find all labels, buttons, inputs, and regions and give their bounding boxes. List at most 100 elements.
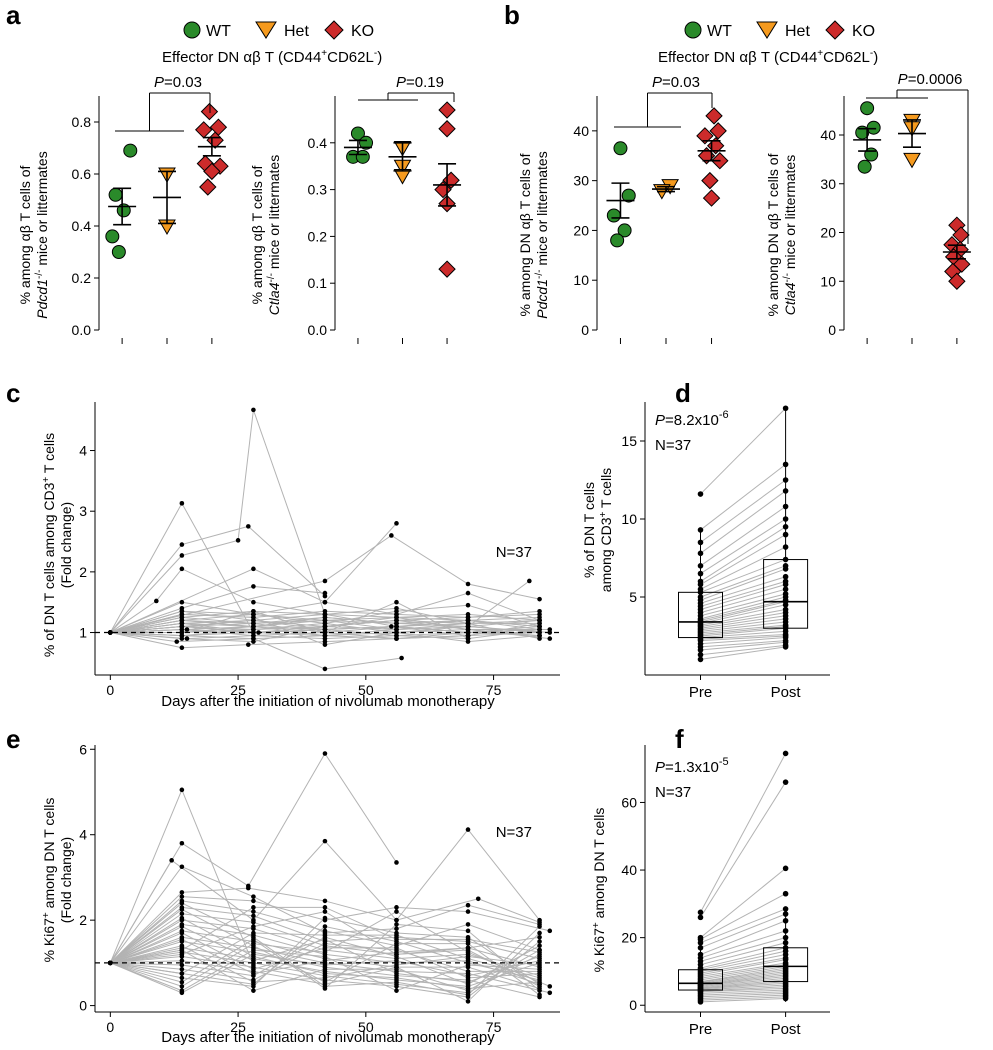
plot-e-point [322, 928, 328, 934]
plot-b-right-point-wt [857, 159, 872, 174]
plot-e-point [322, 937, 328, 942]
plot-d-pair-line-9 [700, 559, 786, 593]
plot-f-pair-line-0 [700, 753, 787, 913]
panel-label-e: e [6, 724, 20, 754]
plot-d-point-pre [697, 570, 704, 577]
plot-f-pair-line-26 [700, 981, 786, 989]
plot-a-left-point-ko [199, 178, 217, 196]
plot-b-left-point-wt [610, 233, 625, 248]
plot-c-y-tick-label: 2 [79, 564, 87, 580]
plot-e-point [537, 979, 542, 985]
plot-f-x-tick-label: Pre [689, 1021, 712, 1038]
plot-b-right-y-tick-label: 30 [820, 176, 836, 192]
plot-a-right-y-tick-label: 0.1 [308, 275, 328, 291]
plot-d-pair-line-23 [700, 615, 786, 629]
plots-layer: 0.00.20.40.60.80.00.10.20.30.40102030400… [72, 71, 971, 1038]
panel-label-c: c [6, 378, 20, 408]
plot-d-point-post [782, 581, 789, 588]
plot-e-point [394, 922, 399, 927]
plot-e-point [322, 962, 328, 968]
plot-e-point [179, 907, 185, 912]
plot-e-point [537, 975, 542, 981]
plot-b-right-y-tick-label: 40 [820, 127, 836, 143]
plot-a-right-point-ko [438, 120, 456, 138]
legend-wt-label: WT [707, 23, 732, 40]
plot-c-point [394, 521, 399, 526]
plot-e-point [251, 943, 256, 949]
plot-b-left-y-tick-label: 30 [573, 173, 589, 189]
plot-e-point [394, 952, 399, 957]
plot-f-pair-line-32 [700, 991, 786, 996]
plot-e-point [251, 947, 256, 953]
plot-d-pair-line-28 [700, 627, 786, 637]
legend-ko-label: KO [351, 23, 374, 40]
title-b: Effector DN αβ T (CD44+CD62L-) [658, 48, 878, 66]
legend-ko-marker [324, 20, 344, 40]
plot-c-point [251, 566, 256, 572]
plot-c-point [235, 538, 241, 543]
ylabel-a-right: % among αβ T cells ofCtla4-/- mice or li… [249, 155, 282, 315]
plot-f-point-post [782, 917, 789, 924]
plot-e-x-tick-label: 25 [230, 1019, 246, 1035]
plot-e-point [537, 954, 542, 959]
plot-f-pair-line-1 [700, 781, 787, 918]
plot-e-point [465, 975, 471, 981]
plot-f-pair-line-11 [700, 950, 786, 971]
plot-c-point [322, 599, 328, 605]
plot-d-pair-line-1 [700, 464, 786, 531]
plot-f-pair-line-17 [700, 965, 786, 981]
plot-c-point [399, 655, 404, 661]
plot-c-point [394, 630, 399, 635]
ylabel-e: % Ki67+ among DN T cells(Fold change) [41, 798, 74, 963]
plot-f-pair-line-21 [700, 972, 786, 985]
plot-f-pair-line-35 [700, 996, 786, 1001]
plot-f-pair-line-33 [700, 992, 786, 998]
plot-d-point-post [782, 516, 789, 522]
plot-a-left-point-ko [209, 118, 228, 136]
plot-e-point [394, 926, 399, 931]
plot-c-point [537, 627, 542, 632]
plot-f-point-post [782, 995, 789, 1002]
plot-e-point [394, 962, 399, 968]
plot-d-point-pre [697, 539, 704, 546]
plot-d-point-pre [697, 527, 704, 533]
plot-e-point [537, 966, 542, 972]
plot-d-point-post [782, 556, 789, 563]
legend-a: WT Het KO [183, 20, 374, 40]
plot-f-point-post [782, 906, 789, 912]
plot-f-point-post [782, 890, 789, 897]
xlabel-e: Days after the initiation of nivolumab m… [161, 1029, 495, 1046]
plot-e-point [251, 988, 256, 993]
plot-e-point [179, 930, 185, 936]
plot-e-point [179, 962, 185, 968]
plot-c-point [322, 612, 328, 617]
plot-c-y-tick-label: 3 [79, 503, 87, 519]
plot-f-pair-line-18 [700, 967, 786, 983]
plot-d-pair-line-11 [700, 568, 786, 601]
plot-f-pair-line-14 [700, 959, 786, 976]
plot-a-left-point-wt [123, 143, 138, 158]
plot-e-point [251, 894, 256, 899]
plot-e-point [322, 905, 328, 910]
plot-d-pair-line-16 [700, 593, 786, 617]
plot-c-point [184, 627, 190, 632]
plot-c-x-tick-label: 50 [358, 682, 374, 698]
plot-e-point [251, 913, 256, 919]
plot-e-point [394, 975, 399, 981]
plot-f-point-post [782, 911, 789, 917]
plot-f-pair-line-2 [700, 867, 786, 939]
plot-d-point-post [782, 544, 789, 550]
plot-e-point [179, 947, 185, 953]
plot-c-point [256, 630, 261, 635]
plot-c-point [547, 636, 553, 641]
plot-b-left-point-ko [705, 107, 723, 125]
plot-d-pair-line-5 [700, 518, 786, 575]
plot-e-point [251, 909, 256, 914]
plot-e-point [322, 945, 328, 951]
plot-d-point-post [782, 405, 789, 412]
ylabel-f: % Ki67+ among DN T cells [591, 808, 607, 973]
plot-d-point-pre [697, 581, 704, 588]
plot-a-left-point-ko [206, 131, 224, 149]
plot-e-y-tick-label: 0 [79, 998, 87, 1014]
plot-c-point [179, 566, 185, 572]
